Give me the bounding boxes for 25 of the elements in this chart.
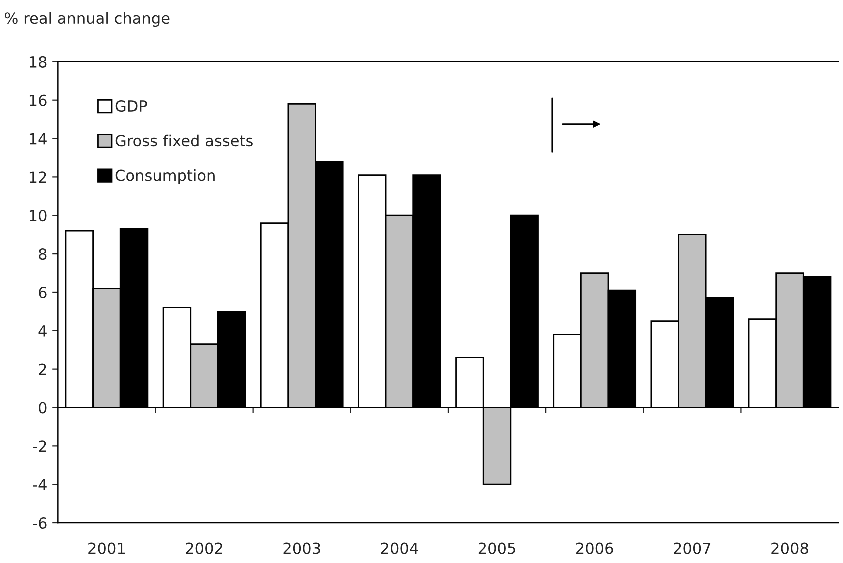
y-tick-label: -6 <box>33 517 47 530</box>
y-tick-label: 18 <box>30 56 47 68</box>
legend-label: Gross fixed assets <box>116 134 253 147</box>
x-tick-label: 2007 <box>674 542 711 554</box>
legend-label: Consumption <box>116 170 215 184</box>
y-tick-label: 8 <box>39 248 47 260</box>
x-tick-label: 2005 <box>478 542 516 554</box>
y-tick-label: 10 <box>30 210 47 222</box>
y-tick-label: 14 <box>30 133 47 145</box>
y-tick-label: 2 <box>39 364 46 376</box>
y-tick-label: 4 <box>38 326 47 337</box>
x-tick-label: 2008 <box>772 542 808 554</box>
x-tick-label: 2002 <box>186 542 222 554</box>
y-tick-label: 0 <box>39 402 47 414</box>
x-tick-label: 2004 <box>381 542 418 554</box>
x-tick-label: 2006 <box>576 542 614 554</box>
y-tick-label: 16 <box>30 94 47 106</box>
x-tick-label: 2001 <box>88 542 125 554</box>
y-tick-label: 6 <box>39 286 47 298</box>
y-tick-label: -2 <box>33 440 46 452</box>
y-axis-title: % real annual change <box>5 12 170 28</box>
legend-label: GDP <box>116 100 148 112</box>
y-tick-label: -4 <box>33 479 47 490</box>
x-tick-label: 2003 <box>284 542 320 554</box>
y-tick-label: 12 <box>30 172 46 184</box>
